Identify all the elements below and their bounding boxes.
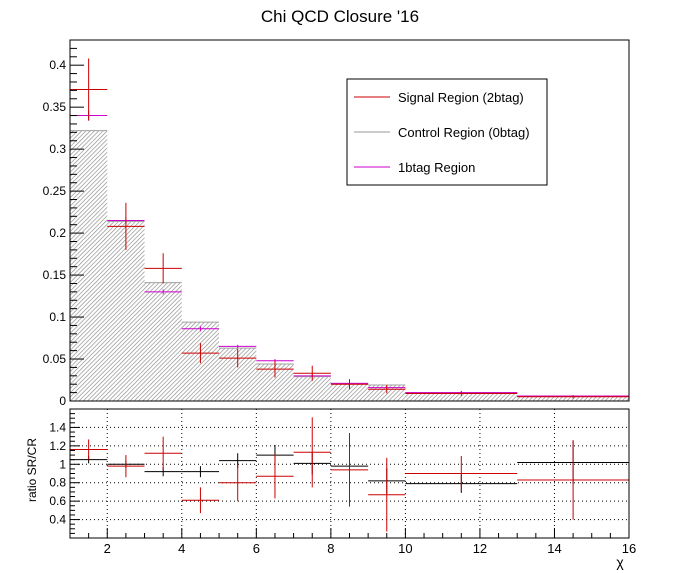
main-y-tick-label: 0.1 [49, 310, 66, 324]
signal-region-point [70, 58, 108, 121]
x-tick-label: 8 [327, 541, 334, 556]
signal-region-point [330, 379, 369, 390]
signal-region-point [293, 365, 331, 381]
main-y-tick-label: 0.2 [49, 226, 66, 240]
x-tick-label: 10 [398, 541, 412, 556]
x-tick-label: 14 [547, 541, 561, 556]
x-tick-label: 16 [622, 541, 636, 556]
signal-ratio-point [405, 455, 518, 492]
onebtag-ratio-point [181, 466, 220, 478]
signal-region-point [256, 360, 294, 378]
main-y-tick-label: 0.15 [43, 268, 67, 282]
ratio-plot: 0.4 0.6 0.8 1 1.2 1.4 2 4 6 8 10 12 14 16 ratio SR/C… [25, 408, 636, 570]
main-y-tick-label: 0 [59, 394, 66, 408]
x-tick-label: 12 [473, 541, 487, 556]
ratio-y-tick-label: 0.6 [49, 494, 66, 508]
legend-label-1btag: 1btag Region [398, 160, 475, 175]
legend: Signal Region (2btag) Control Region (0b… [346, 78, 548, 186]
signal-region-point [144, 253, 182, 284]
onebtag-region-point [219, 344, 257, 349]
main-y-tick-label: 0.3 [49, 142, 66, 156]
signal-ratio-point [368, 457, 406, 532]
x-tick-label: 6 [253, 541, 260, 556]
legend-label-control: Control Region (0btag) [398, 125, 530, 140]
control-region-histogram-fill [70, 130, 629, 401]
onebtag-region-point [144, 289, 182, 295]
ratio-y-label: ratio SR/CR [25, 438, 39, 502]
signal-region-point [219, 348, 257, 368]
main-y-tick-label: 0.35 [43, 100, 67, 114]
ratio-y-tick-label: 1.2 [49, 439, 66, 453]
signal-ratio-point [70, 439, 108, 460]
signal-ratio-point [256, 454, 294, 499]
ratio-y-tick-label: 0.4 [49, 513, 66, 527]
signal-region-point [405, 390, 518, 396]
signal-region-point [368, 385, 406, 394]
legend-label-signal: Signal Region (2btag) [398, 90, 524, 105]
ratio-y-tick-label: 1 [59, 457, 66, 471]
chart-title: Chi QCD Closure '16 [261, 7, 419, 26]
main-y-tick-label: 0.4 [49, 58, 66, 72]
onebtag-region-point [181, 326, 220, 332]
signal-ratio-point [330, 432, 369, 507]
signal-region-point [107, 202, 145, 250]
signal-ratio-point [144, 436, 182, 470]
main-plot: 0 0.05 0.1 0.15 0.2 0.25 0.3 0.35 0.4 [43, 39, 630, 408]
main-y-tick-label: 0.25 [43, 184, 67, 198]
ratio-y-tick-label: 0.8 [49, 476, 66, 490]
x-tick-label: 4 [178, 541, 185, 556]
signal-region-point [181, 343, 220, 364]
signal-ratio-point [219, 464, 257, 502]
signal-ratio-point [517, 440, 629, 520]
main-y-tick-label: 0.05 [43, 352, 67, 366]
signal-region-point [517, 395, 629, 399]
signal-ratio-point [107, 455, 145, 478]
signal-ratio-point [293, 417, 331, 488]
ratio-y-tick-label: 1.4 [49, 420, 66, 434]
signal-ratio-point [181, 487, 220, 514]
x-axis-label: χ [616, 554, 624, 570]
main-plot-frame [69, 39, 630, 402]
x-tick-label: 2 [104, 541, 111, 556]
